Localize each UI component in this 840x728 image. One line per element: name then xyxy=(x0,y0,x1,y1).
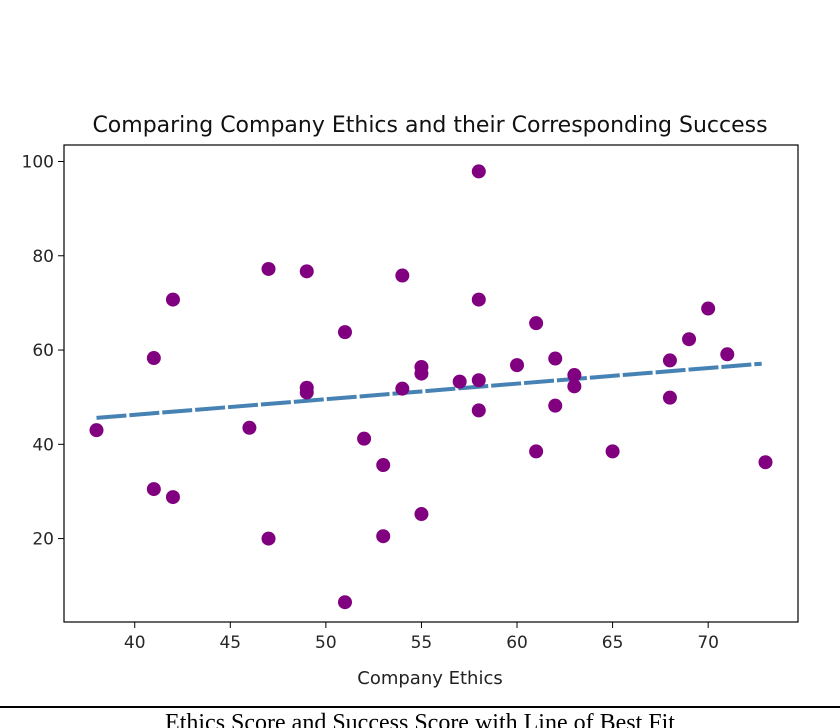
plot-area xyxy=(63,144,799,623)
data-point xyxy=(337,325,352,340)
data-point xyxy=(529,444,544,459)
data-point xyxy=(471,403,486,418)
x-axis-label: Company Ethics xyxy=(357,668,502,689)
data-point xyxy=(567,368,582,383)
caption-divider xyxy=(0,706,840,708)
data-point xyxy=(261,531,276,546)
data-point xyxy=(146,351,161,366)
data-points xyxy=(89,164,773,610)
x-axis-ticks: 40 45 50 55 60 65 70 xyxy=(124,622,719,653)
data-point xyxy=(395,268,410,283)
data-point xyxy=(605,444,620,459)
data-point xyxy=(471,373,486,388)
data-point xyxy=(548,351,563,366)
data-point xyxy=(337,595,352,610)
data-point xyxy=(758,455,773,470)
x-tick-label: 65 xyxy=(602,633,624,653)
data-point xyxy=(414,507,429,522)
data-point xyxy=(471,164,486,179)
figure-caption: Ethics Score and Success Score with Line… xyxy=(165,710,675,728)
x-tick-label: 70 xyxy=(697,633,719,653)
regression-line-layer xyxy=(96,361,762,420)
data-point xyxy=(299,385,314,400)
y-tick-label: 80 xyxy=(32,247,54,267)
x-tick-label: 50 xyxy=(315,633,337,653)
data-point xyxy=(242,420,257,435)
y-tick-label: 100 xyxy=(22,152,54,172)
data-point xyxy=(701,301,716,316)
data-point xyxy=(662,353,677,368)
x-tick-label: 60 xyxy=(506,633,528,653)
data-point xyxy=(720,347,735,362)
data-point xyxy=(376,458,391,473)
data-point xyxy=(165,292,180,307)
data-point xyxy=(662,390,677,405)
data-point xyxy=(395,381,410,396)
x-tick-label: 45 xyxy=(219,633,241,653)
data-point xyxy=(471,292,486,307)
data-point xyxy=(452,374,467,389)
data-point xyxy=(261,261,276,276)
data-point xyxy=(548,398,563,413)
data-point xyxy=(165,490,180,505)
y-tick-label: 60 xyxy=(32,341,54,361)
data-point xyxy=(376,529,391,544)
data-point xyxy=(357,431,372,446)
data-point xyxy=(529,316,544,331)
y-tick-label: 40 xyxy=(32,435,54,455)
data-point xyxy=(299,264,314,279)
data-point xyxy=(89,423,104,438)
data-point xyxy=(682,332,697,347)
chart-title: Comparing Company Ethics and their Corre… xyxy=(92,113,767,138)
plot-frame xyxy=(63,144,799,623)
data-point xyxy=(510,358,525,373)
y-tick-label: 20 xyxy=(32,530,54,550)
y-axis-ticks: 20 40 60 80 100 xyxy=(22,152,64,550)
scatter-chart: Comparing Company Ethics and their Corre… xyxy=(22,113,799,689)
data-point xyxy=(414,366,429,381)
x-tick-label: 55 xyxy=(411,633,433,653)
x-tick-label: 40 xyxy=(124,633,146,653)
data-point xyxy=(567,379,582,394)
regression-line xyxy=(96,361,762,420)
data-point xyxy=(146,482,161,497)
